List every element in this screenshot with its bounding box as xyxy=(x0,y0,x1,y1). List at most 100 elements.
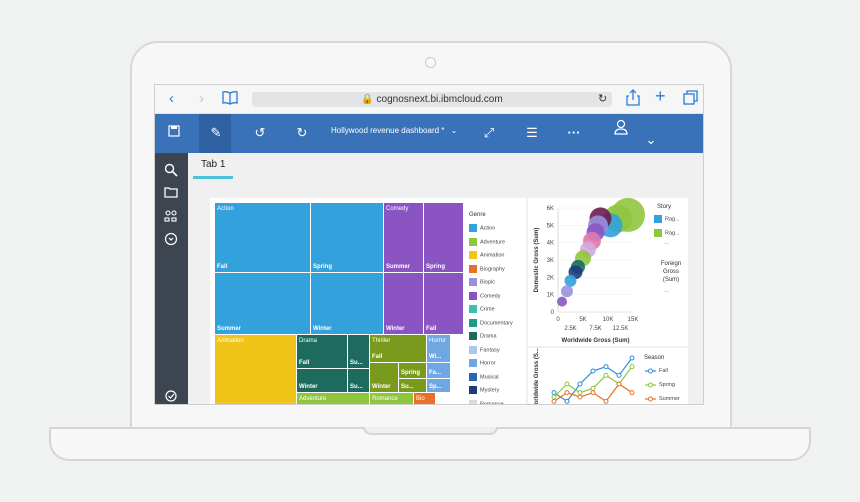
series-point[interactable] xyxy=(603,372,609,378)
treemap-tile[interactable]: Spring xyxy=(424,203,464,273)
series-point[interactable] xyxy=(629,390,635,396)
legend-label: Horror xyxy=(480,360,496,367)
genre-legend-item[interactable]: Musical xyxy=(469,372,499,383)
treemap-tile[interactable]: Horror Wi... xyxy=(427,335,451,363)
undo-icon[interactable]: ↺ xyxy=(254,125,266,140)
genre-legend-item[interactable]: Comedy xyxy=(469,291,500,302)
folder-icon[interactable] xyxy=(163,186,179,202)
treemap-tile[interactable]: Su... xyxy=(348,369,370,393)
user-menu-chevron-icon[interactable]: ⌄ xyxy=(645,132,657,147)
data-sources-icon[interactable] xyxy=(163,209,179,225)
series-point[interactable] xyxy=(603,398,609,404)
scatter-point[interactable] xyxy=(561,285,573,298)
series-point[interactable] xyxy=(577,390,583,396)
more-options-icon[interactable]: ··· xyxy=(567,125,581,140)
treemap-tile[interactable]: Fa... xyxy=(427,363,451,379)
search-icon[interactable] xyxy=(163,163,179,179)
genre-legend-item[interactable]: Documentary xyxy=(469,318,513,329)
treemap-tile[interactable]: Action Fall xyxy=(215,203,311,273)
share-icon[interactable] xyxy=(626,89,640,110)
genre-legend-item[interactable]: Biopic xyxy=(469,278,495,288)
fullscreen-icon[interactable]: ⤢ xyxy=(483,125,495,140)
season-legend-item[interactable]: Summer xyxy=(645,395,680,404)
genre-legend-item[interactable]: Fantasy xyxy=(469,345,500,356)
url-field[interactable]: 🔒 cognosnext.bi.ibmcloud.com xyxy=(252,92,612,107)
treemap-tile[interactable]: Thriller Fall xyxy=(370,335,427,363)
treemap-tile[interactable]: Winter xyxy=(384,273,424,335)
series-point[interactable] xyxy=(577,394,583,400)
season-legend-item[interactable]: Spring xyxy=(645,381,675,391)
series-point[interactable] xyxy=(590,390,596,396)
chevron-left-icon[interactable]: ‹ xyxy=(169,90,174,107)
treemap-tile[interactable]: Spring xyxy=(399,363,427,379)
series-point[interactable] xyxy=(616,381,622,387)
treemap-tile[interactable]: Winter xyxy=(370,363,399,393)
genre-legend-item[interactable]: Biography xyxy=(469,264,505,275)
save-icon[interactable] xyxy=(165,124,183,142)
treemap-tile[interactable]: Adventure xyxy=(297,393,370,404)
series-point[interactable] xyxy=(551,390,557,396)
season-legend-item[interactable]: Fall xyxy=(645,367,668,377)
series-point[interactable] xyxy=(616,372,622,378)
y-axis-title: Domestic Gross (Sum) xyxy=(534,228,540,293)
scatter-card[interactable]: 6K 5K 4K 3K 2K 1K 0 0 5K 10K 15K 2.5K 7.5K 12.5K World… xyxy=(528,197,688,346)
chevron-right-icon[interactable]: › xyxy=(199,90,204,107)
clock-icon[interactable] xyxy=(163,232,179,248)
treemap-card[interactable]: Action Fall Spring Summer Winter Comedy Summer… xyxy=(210,198,526,404)
notification-icon[interactable] xyxy=(163,389,179,404)
genre-legend-item[interactable]: Crime xyxy=(469,305,495,315)
genre-legend-item[interactable]: Mystery xyxy=(469,386,499,396)
series-point[interactable] xyxy=(590,368,596,374)
redo-icon[interactable]: ↻ xyxy=(296,125,308,140)
browser-bar: ‹ › 🔒 cognosnext.bi.ibmcloud.com ↻ + xyxy=(155,85,703,114)
line-card[interactable]: Worldwide Gross (S... Season Fall Spring S… xyxy=(528,348,688,405)
active-tab-indicator xyxy=(193,176,233,179)
series-point[interactable] xyxy=(590,385,596,391)
treemap-tile[interactable]: Bio xyxy=(414,393,436,404)
treemap-tile[interactable]: Su... xyxy=(399,379,427,393)
series-point[interactable] xyxy=(551,394,557,400)
series-point[interactable] xyxy=(551,398,557,404)
treemap-tile[interactable]: Fall xyxy=(424,273,464,335)
treemap-tile[interactable]: Winter xyxy=(311,273,384,335)
story-legend-item[interactable]: Rag... xyxy=(654,229,680,239)
treemap-tile[interactable]: Spring xyxy=(311,203,384,273)
genre-legend-item[interactable]: Adventure xyxy=(469,237,505,248)
series-point[interactable] xyxy=(577,381,583,387)
plus-icon[interactable]: + xyxy=(655,86,666,106)
genre-legend-item[interactable]: Animation xyxy=(469,251,504,261)
treemap-tile[interactable]: Su... xyxy=(348,335,370,369)
story-legend-item[interactable]: Rag... xyxy=(654,215,680,225)
scatter-chart[interactable]: 6K 5K 4K 3K 2K 1K 00 5K 10K 15K 2.5K 7.5K 12.5K World… xyxy=(528,197,688,346)
tab-1[interactable]: Tab 1 xyxy=(201,159,226,170)
series-point[interactable] xyxy=(629,364,635,370)
series-point[interactable] xyxy=(629,355,635,361)
treemap[interactable]: Action Fall Spring Summer Winter Comedy Summer… xyxy=(215,203,465,404)
scatter-point[interactable] xyxy=(557,296,567,307)
series-point[interactable] xyxy=(603,364,609,370)
series-point[interactable] xyxy=(564,398,570,404)
series-point[interactable] xyxy=(564,381,570,387)
genre-legend-item[interactable]: Romance xyxy=(469,399,504,404)
pencil-icon[interactable]: ✎ xyxy=(210,125,222,140)
series-point[interactable] xyxy=(564,390,570,396)
treemap-tile[interactable]: Comedy Summer xyxy=(384,203,424,273)
treemap-tile[interactable]: Drama Fall xyxy=(297,335,348,369)
properties-icon[interactable]: ☰ xyxy=(526,125,538,140)
user-icon[interactable] xyxy=(612,119,630,140)
tabs-icon[interactable] xyxy=(683,90,698,109)
book-icon[interactable] xyxy=(222,90,238,109)
treemap-tile[interactable]: Sp... xyxy=(427,379,451,393)
genre-legend-item[interactable]: Horror xyxy=(469,359,496,369)
genre-legend-item[interactable]: Drama xyxy=(469,332,497,342)
dashboard-title[interactable]: Hollywood revenue dashboard * ⌄ xyxy=(331,126,458,135)
line-chart[interactable]: Worldwide Gross (S... xyxy=(528,348,688,405)
tile-season-label: Sp... xyxy=(429,384,442,390)
treemap-tile[interactable]: Animation Fall xyxy=(215,335,297,404)
reload-icon[interactable]: ↻ xyxy=(598,93,608,105)
genre-legend-item[interactable]: Action xyxy=(469,224,495,234)
treemap-tile[interactable]: Summer xyxy=(215,273,311,335)
treemap-tile[interactable]: Romance xyxy=(370,393,414,404)
scatter-point[interactable] xyxy=(564,274,577,287)
treemap-tile[interactable]: Winter xyxy=(297,369,348,393)
